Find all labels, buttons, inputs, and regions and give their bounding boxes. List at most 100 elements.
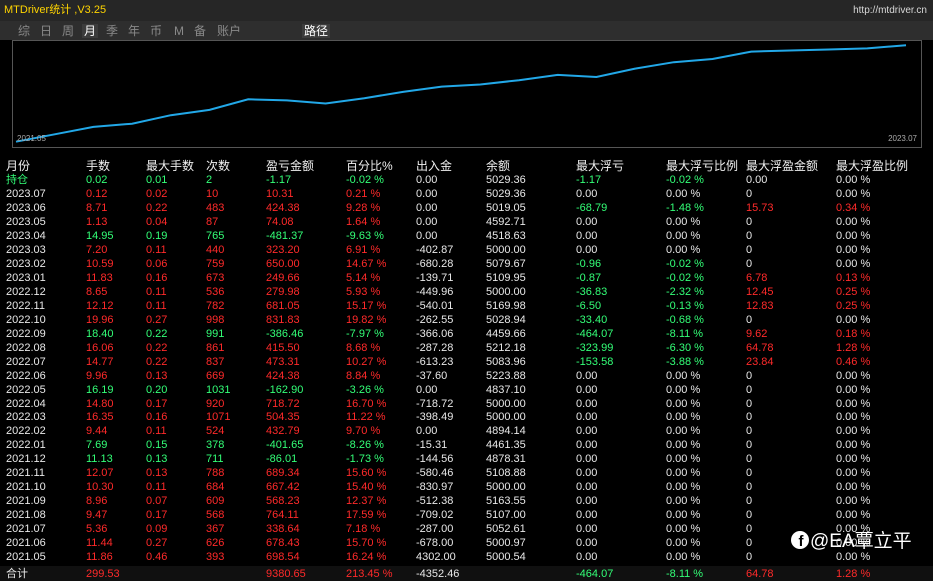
table-cell: 415.50: [266, 341, 300, 354]
tab[interactable]: M: [174, 24, 184, 38]
row-label: 2021.06: [6, 537, 46, 550]
total-cell: -8.11 %: [666, 568, 704, 580]
table-cell: 15.73: [746, 201, 774, 214]
table-cell: 0: [746, 551, 753, 564]
table-cell: -0.02 %: [666, 257, 704, 270]
table-cell: 0.22: [146, 355, 168, 368]
table-cell: 11.13: [86, 453, 113, 466]
table-cell: 1.13: [86, 215, 108, 228]
table-cell: 0: [746, 397, 753, 410]
table-cell: 5.14 %: [346, 271, 381, 284]
table-cell: 4894.14: [486, 425, 526, 438]
table-cell: 0.00: [416, 425, 438, 438]
table-cell: 0.00: [416, 187, 438, 200]
watermark: f @EA覃立平: [790, 530, 912, 554]
table-cell: 19.96: [86, 313, 114, 326]
tab[interactable]: 币: [150, 24, 163, 38]
table-cell: 998: [206, 313, 225, 326]
table-cell: 15.60 %: [346, 467, 387, 480]
table-cell: -678.00: [416, 537, 454, 550]
table-cell: 568.23: [266, 495, 300, 508]
table-cell: 4459.66: [486, 327, 526, 340]
table-cell: 367: [206, 523, 225, 536]
table-cell: -36.83: [576, 285, 608, 298]
column-header: 盈亏金额: [266, 159, 315, 173]
table-cell: 0.00: [416, 229, 438, 242]
total-cell: -464.07: [576, 568, 614, 580]
column-header: 最大浮盈比例: [836, 159, 909, 173]
table-cell: 424.38: [266, 369, 300, 382]
table-cell: 0.00 %: [836, 369, 871, 382]
table-cell: -464.07: [576, 327, 614, 340]
table-cell: 8.71: [86, 201, 108, 214]
row-label: 2023.05: [6, 215, 46, 228]
tab[interactable]: 月: [82, 24, 99, 38]
tab[interactable]: 路径: [302, 24, 331, 38]
table-cell: 378: [206, 439, 225, 452]
tab[interactable]: 备: [194, 24, 207, 38]
table-cell: 5163.55: [486, 495, 526, 508]
table-cell: -830.97: [416, 481, 454, 494]
total-band: [0, 566, 933, 581]
table-cell: 0: [746, 215, 753, 228]
table-cell: 0.16: [146, 271, 168, 284]
table-cell: 0.00 %: [836, 551, 871, 564]
table-cell: 0.11: [146, 243, 167, 256]
tab[interactable]: 日: [40, 24, 53, 38]
table-cell: 837: [206, 355, 225, 368]
table-cell: -86.01: [266, 453, 298, 466]
table-cell: 0.46: [146, 551, 168, 564]
table-cell: 5.93 %: [346, 285, 381, 298]
table-cell: 10.27 %: [346, 355, 387, 368]
row-label: 2021.10: [6, 481, 46, 494]
table-cell: 0.00 %: [666, 509, 701, 522]
table-cell: 64.78: [746, 341, 774, 354]
table-cell: 536: [206, 285, 225, 298]
table-cell: 782: [206, 299, 225, 312]
table-cell: 4837.10: [486, 383, 526, 396]
tab[interactable]: 季: [106, 24, 119, 38]
table-cell: 11.83: [86, 271, 113, 284]
table-cell: 87: [206, 215, 219, 228]
row-label: 2023.06: [6, 201, 46, 214]
table-cell: 5029.36: [486, 187, 526, 200]
title-bar: MTDriver统计 ,V3.25 http://mtdriver.cn: [0, 0, 933, 21]
tab[interactable]: 账户: [217, 24, 242, 38]
table-cell: 0.00 %: [836, 187, 871, 200]
tab[interactable]: 周: [62, 24, 75, 38]
table-cell: 0.00: [576, 509, 598, 522]
table-cell: -386.46: [266, 327, 304, 340]
table-cell: -0.02 %: [666, 271, 704, 284]
table-cell: 0.00 %: [666, 215, 701, 228]
site-url[interactable]: http://mtdriver.cn: [853, 5, 927, 16]
table-cell: 0.00 %: [666, 453, 701, 466]
table-cell: 0.00 %: [666, 243, 701, 256]
row-label: 2021.09: [6, 495, 46, 508]
row-label: 2022.03: [6, 411, 46, 424]
table-cell: 0.11: [146, 425, 167, 438]
table-cell: 473.31: [266, 355, 300, 368]
table-cell: 10.59: [86, 257, 114, 270]
table-cell: 0.00 %: [836, 174, 871, 186]
table-cell: 5000.00: [486, 243, 526, 256]
table-cell: -287.28: [416, 341, 454, 354]
row-label: 2022.01: [6, 439, 46, 452]
table-cell: -9.63 %: [346, 229, 384, 242]
table-cell: 681.05: [266, 299, 300, 312]
tab[interactable]: 综: [18, 24, 31, 38]
table-cell: 0.00 %: [666, 397, 701, 410]
column-header: 余额: [486, 159, 511, 173]
tab[interactable]: 年: [128, 24, 141, 38]
table-cell: 8.65: [86, 285, 108, 298]
equity-svg: [15, 44, 907, 143]
table-cell: 14.67 %: [346, 257, 387, 270]
chart-end-label: 2023.07: [888, 134, 917, 143]
table-cell: 4592.71: [486, 215, 526, 228]
row-label: 2023.04: [6, 229, 46, 242]
column-header: 百分比%: [346, 159, 393, 173]
table-cell: 15.40 %: [346, 481, 387, 494]
table-cell: 1.28 %: [836, 341, 871, 354]
table-cell: 0.00: [416, 201, 438, 214]
table-cell: 0.06: [146, 257, 168, 270]
table-cell: -580.46: [416, 467, 454, 480]
